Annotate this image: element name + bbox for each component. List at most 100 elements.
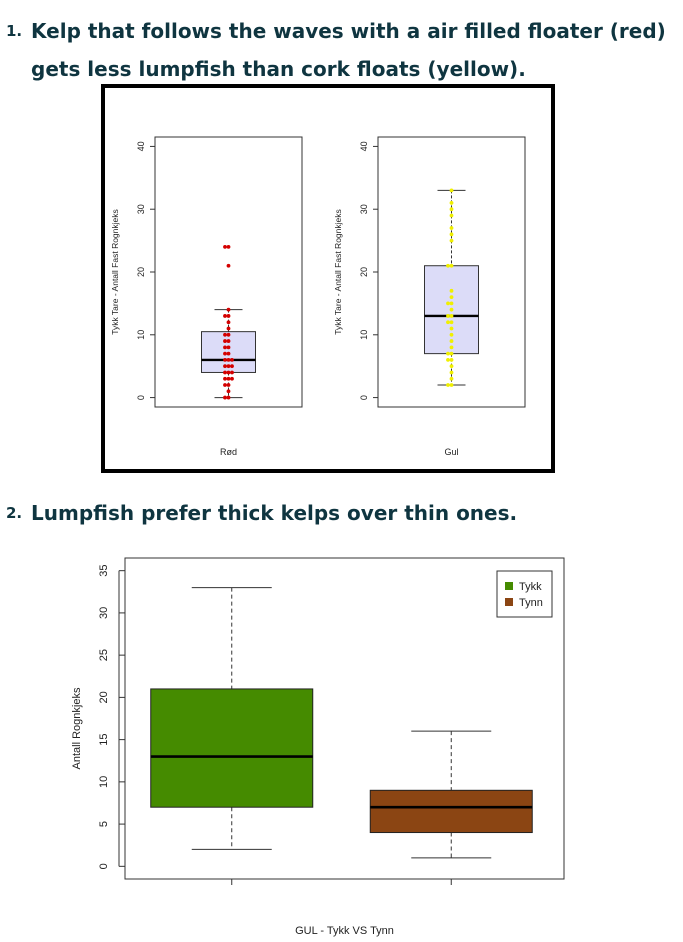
box-tynn — [369, 789, 533, 834]
data-point — [449, 332, 454, 337]
y-tick-label: 40 — [136, 141, 146, 151]
data-point — [449, 364, 454, 369]
legend-frame — [496, 570, 553, 618]
data-point — [223, 339, 227, 343]
data-point — [223, 332, 227, 337]
y-tick-label: 10 — [359, 330, 369, 340]
data-point — [449, 301, 454, 306]
data-point — [226, 376, 231, 381]
y-tick-label: 30 — [98, 607, 110, 619]
data-point — [226, 263, 231, 268]
data-point — [449, 232, 454, 237]
data-point — [226, 370, 231, 375]
list-text: Lumpfish prefer thick kelps over thin on… — [31, 501, 518, 525]
y-tick-label: 25 — [98, 649, 110, 661]
legend-label: Tykk — [519, 581, 542, 593]
data-point — [230, 364, 234, 369]
data-point — [449, 345, 454, 350]
x-axis-label: GUL - Tykk VS Tynn — [295, 925, 394, 937]
data-point — [449, 263, 454, 268]
data-point — [449, 226, 454, 230]
data-point — [446, 358, 450, 362]
data-point — [226, 358, 231, 362]
data-point — [449, 238, 454, 243]
data-point — [449, 358, 454, 362]
data-point — [446, 314, 450, 318]
data-point — [446, 351, 450, 356]
data-point — [226, 244, 231, 249]
data-point — [223, 351, 227, 356]
data-point — [223, 376, 227, 381]
x-axis-label: Rød — [220, 447, 237, 457]
data-point — [449, 320, 454, 325]
data-point — [226, 339, 231, 343]
data-point — [449, 314, 454, 318]
boxplot-figure-2: 0 5 10 15 20 25 30 35 Antall Rognkjeks GUL - Tykk… — [60, 548, 620, 938]
y-tick-label: 35 — [98, 565, 110, 577]
boxplot-chart-1: 0 10 20 30 40 Tykk Tare - Antall Fast Rognkje… — [110, 136, 526, 457]
list-number: 1. — [6, 22, 23, 40]
y-tick-label: 15 — [98, 733, 110, 745]
data-point — [223, 345, 227, 350]
data-point — [230, 358, 234, 362]
boxplot-chart-2: 0 5 10 15 20 25 30 35 Antall Rognkjeks GUL - Tykk… — [71, 557, 565, 937]
data-point — [223, 314, 227, 318]
data-point — [226, 307, 231, 312]
data-point — [449, 383, 454, 387]
data-point — [226, 332, 231, 337]
data-point — [230, 376, 234, 381]
data-point — [446, 263, 450, 268]
data-point — [226, 383, 231, 387]
boxplot-figure-1: 0 10 20 30 40 Tykk Tare - Antall Fast Rognkje… — [101, 84, 555, 473]
legend-swatch — [505, 582, 513, 590]
y-axis-label: Tykk Tare - Antall Fast Rognkjeks — [110, 209, 120, 335]
y-tick-label: 30 — [136, 204, 146, 214]
legend-label: Tynn — [519, 597, 543, 609]
data-point — [449, 201, 454, 205]
y-tick-label: 5 — [98, 821, 110, 827]
data-point — [449, 213, 454, 218]
y-tick-label: 0 — [359, 395, 369, 400]
data-point — [226, 395, 231, 400]
list-number: 2. — [6, 504, 23, 522]
y-tick-label: 10 — [98, 776, 110, 788]
data-point — [223, 358, 227, 362]
data-point — [449, 307, 454, 312]
data-point — [449, 326, 454, 331]
data-point — [226, 345, 231, 350]
data-point — [223, 244, 227, 249]
data-point — [226, 320, 231, 325]
data-point — [449, 288, 454, 293]
data-point — [446, 301, 450, 306]
data-point — [449, 295, 454, 300]
y-tick-label: 20 — [359, 267, 369, 277]
y-tick-label: 20 — [136, 267, 146, 277]
data-point — [226, 389, 231, 394]
y-tick-label: 20 — [98, 691, 110, 703]
legend-swatch — [505, 598, 513, 606]
data-point — [223, 364, 227, 369]
y-tick-label: 30 — [359, 204, 369, 214]
data-point — [449, 370, 454, 375]
legend: Tykk Tynn — [496, 570, 553, 618]
data-point — [226, 314, 231, 318]
y-axis-label: Antall Rognkjeks — [71, 687, 83, 769]
data-point — [446, 383, 450, 387]
y-tick-label: 0 — [136, 395, 146, 400]
data-point — [230, 370, 234, 375]
data-point — [226, 326, 231, 331]
data-point — [226, 351, 231, 356]
data-point — [449, 351, 454, 356]
data-point — [446, 320, 450, 325]
data-point — [449, 207, 454, 212]
x-axis-label: Gul — [444, 447, 458, 457]
data-point — [223, 383, 227, 387]
plot-frame — [124, 557, 565, 880]
data-point — [226, 364, 231, 369]
data-point — [223, 395, 227, 400]
data-point — [449, 339, 454, 343]
y-tick-label: 0 — [98, 863, 110, 869]
data-point — [449, 376, 454, 381]
data-point — [449, 188, 454, 193]
y-tick-label: 10 — [136, 330, 146, 340]
